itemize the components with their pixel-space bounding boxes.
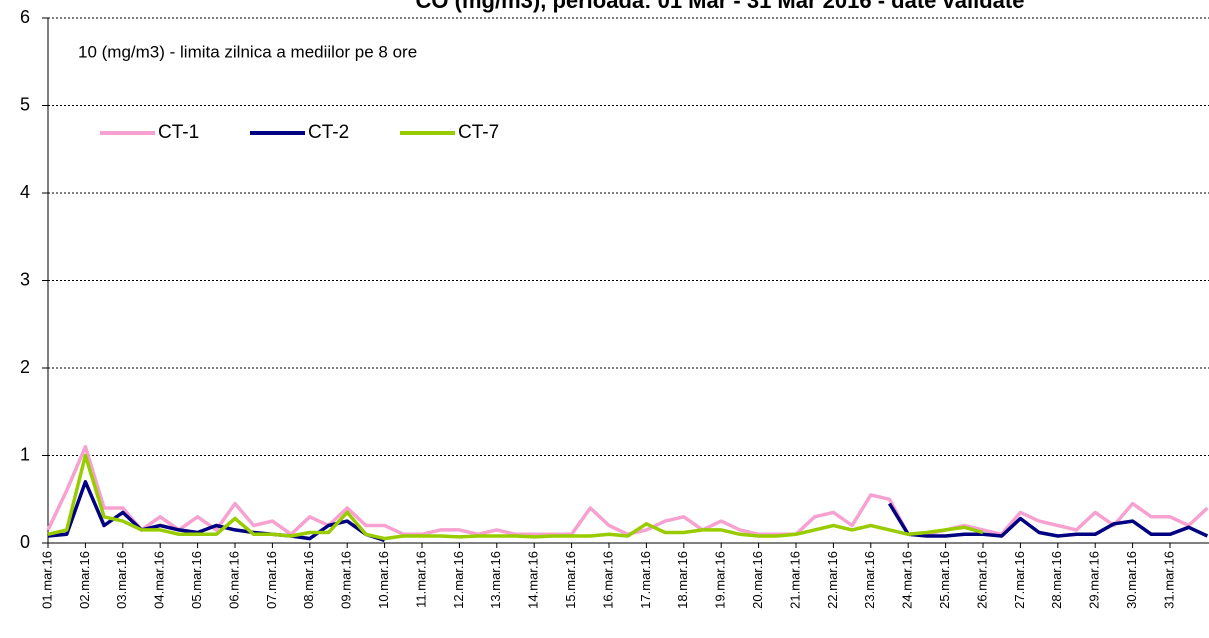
x-tick-label: 19.mar.16 (713, 551, 728, 609)
x-tick-label: 27.mar.16 (1012, 551, 1027, 609)
x-tick-label: 30.mar.16 (1124, 551, 1139, 609)
x-tick-label: 15.mar.16 (563, 551, 578, 609)
x-tick-label: 21.mar.16 (787, 551, 802, 609)
x-tick-label: 14.mar.16 (526, 551, 541, 609)
y-tick-label: 2 (20, 357, 30, 377)
y-tick-label: 5 (20, 94, 30, 114)
x-tick-label: 24.mar.16 (900, 551, 915, 609)
x-tick-label: 10.mar.16 (376, 551, 391, 609)
y-tick-label: 3 (20, 269, 30, 289)
x-tick-label: 25.mar.16 (937, 551, 952, 609)
x-tick-label: 26.mar.16 (974, 551, 989, 609)
x-tick-label: 31.mar.16 (1161, 551, 1176, 609)
y-tick-label: 1 (20, 444, 30, 464)
x-tick-label: 28.mar.16 (1049, 551, 1064, 609)
x-tick-label: 11.mar.16 (413, 551, 428, 608)
x-tick-label: 16.mar.16 (600, 551, 615, 609)
x-tick-label: 08.mar.16 (301, 551, 316, 609)
x-tick-label: 02.mar.16 (77, 551, 92, 609)
x-tick-label: 04.mar.16 (152, 551, 167, 609)
y-tick-label: 4 (20, 182, 30, 202)
annotation: 10 (mg/m3) - limita zilnica a mediilor p… (78, 42, 417, 61)
x-tick-label: 06.mar.16 (226, 551, 241, 609)
series-line (47, 480, 1209, 543)
x-tick-label: 23.mar.16 (862, 551, 877, 609)
x-tick-label: 03.mar.16 (114, 551, 129, 609)
series-line (46, 445, 1209, 537)
x-tick-label: 13.mar.16 (488, 551, 503, 609)
legend-label: CT-1 (158, 122, 199, 143)
x-tick-label: 18.mar.16 (675, 551, 690, 609)
x-tick-label: 29.mar.16 (1087, 551, 1102, 609)
x-tick-label: 01.mar.16 (39, 551, 54, 609)
x-tick-label: 07.mar.16 (264, 551, 279, 609)
x-tick-label: 05.mar.16 (189, 551, 204, 609)
chart-title: CO (mg/m3), perioada: 01 Mar - 31 Mar 20… (416, 0, 1025, 13)
legend-label: CT-7 (458, 122, 499, 143)
legend-label: CT-2 (308, 122, 349, 143)
x-tick-label: 22.mar.16 (825, 551, 840, 609)
x-tick-label: 09.mar.16 (339, 551, 354, 609)
x-tick-label: 20.mar.16 (750, 551, 765, 609)
x-tick-label: 17.mar.16 (638, 551, 653, 609)
y-tick-label: 0 (20, 532, 30, 552)
y-tick-label: 6 (20, 7, 30, 27)
series-line (47, 453, 984, 541)
x-tick-label: 12.mar.16 (451, 551, 466, 609)
